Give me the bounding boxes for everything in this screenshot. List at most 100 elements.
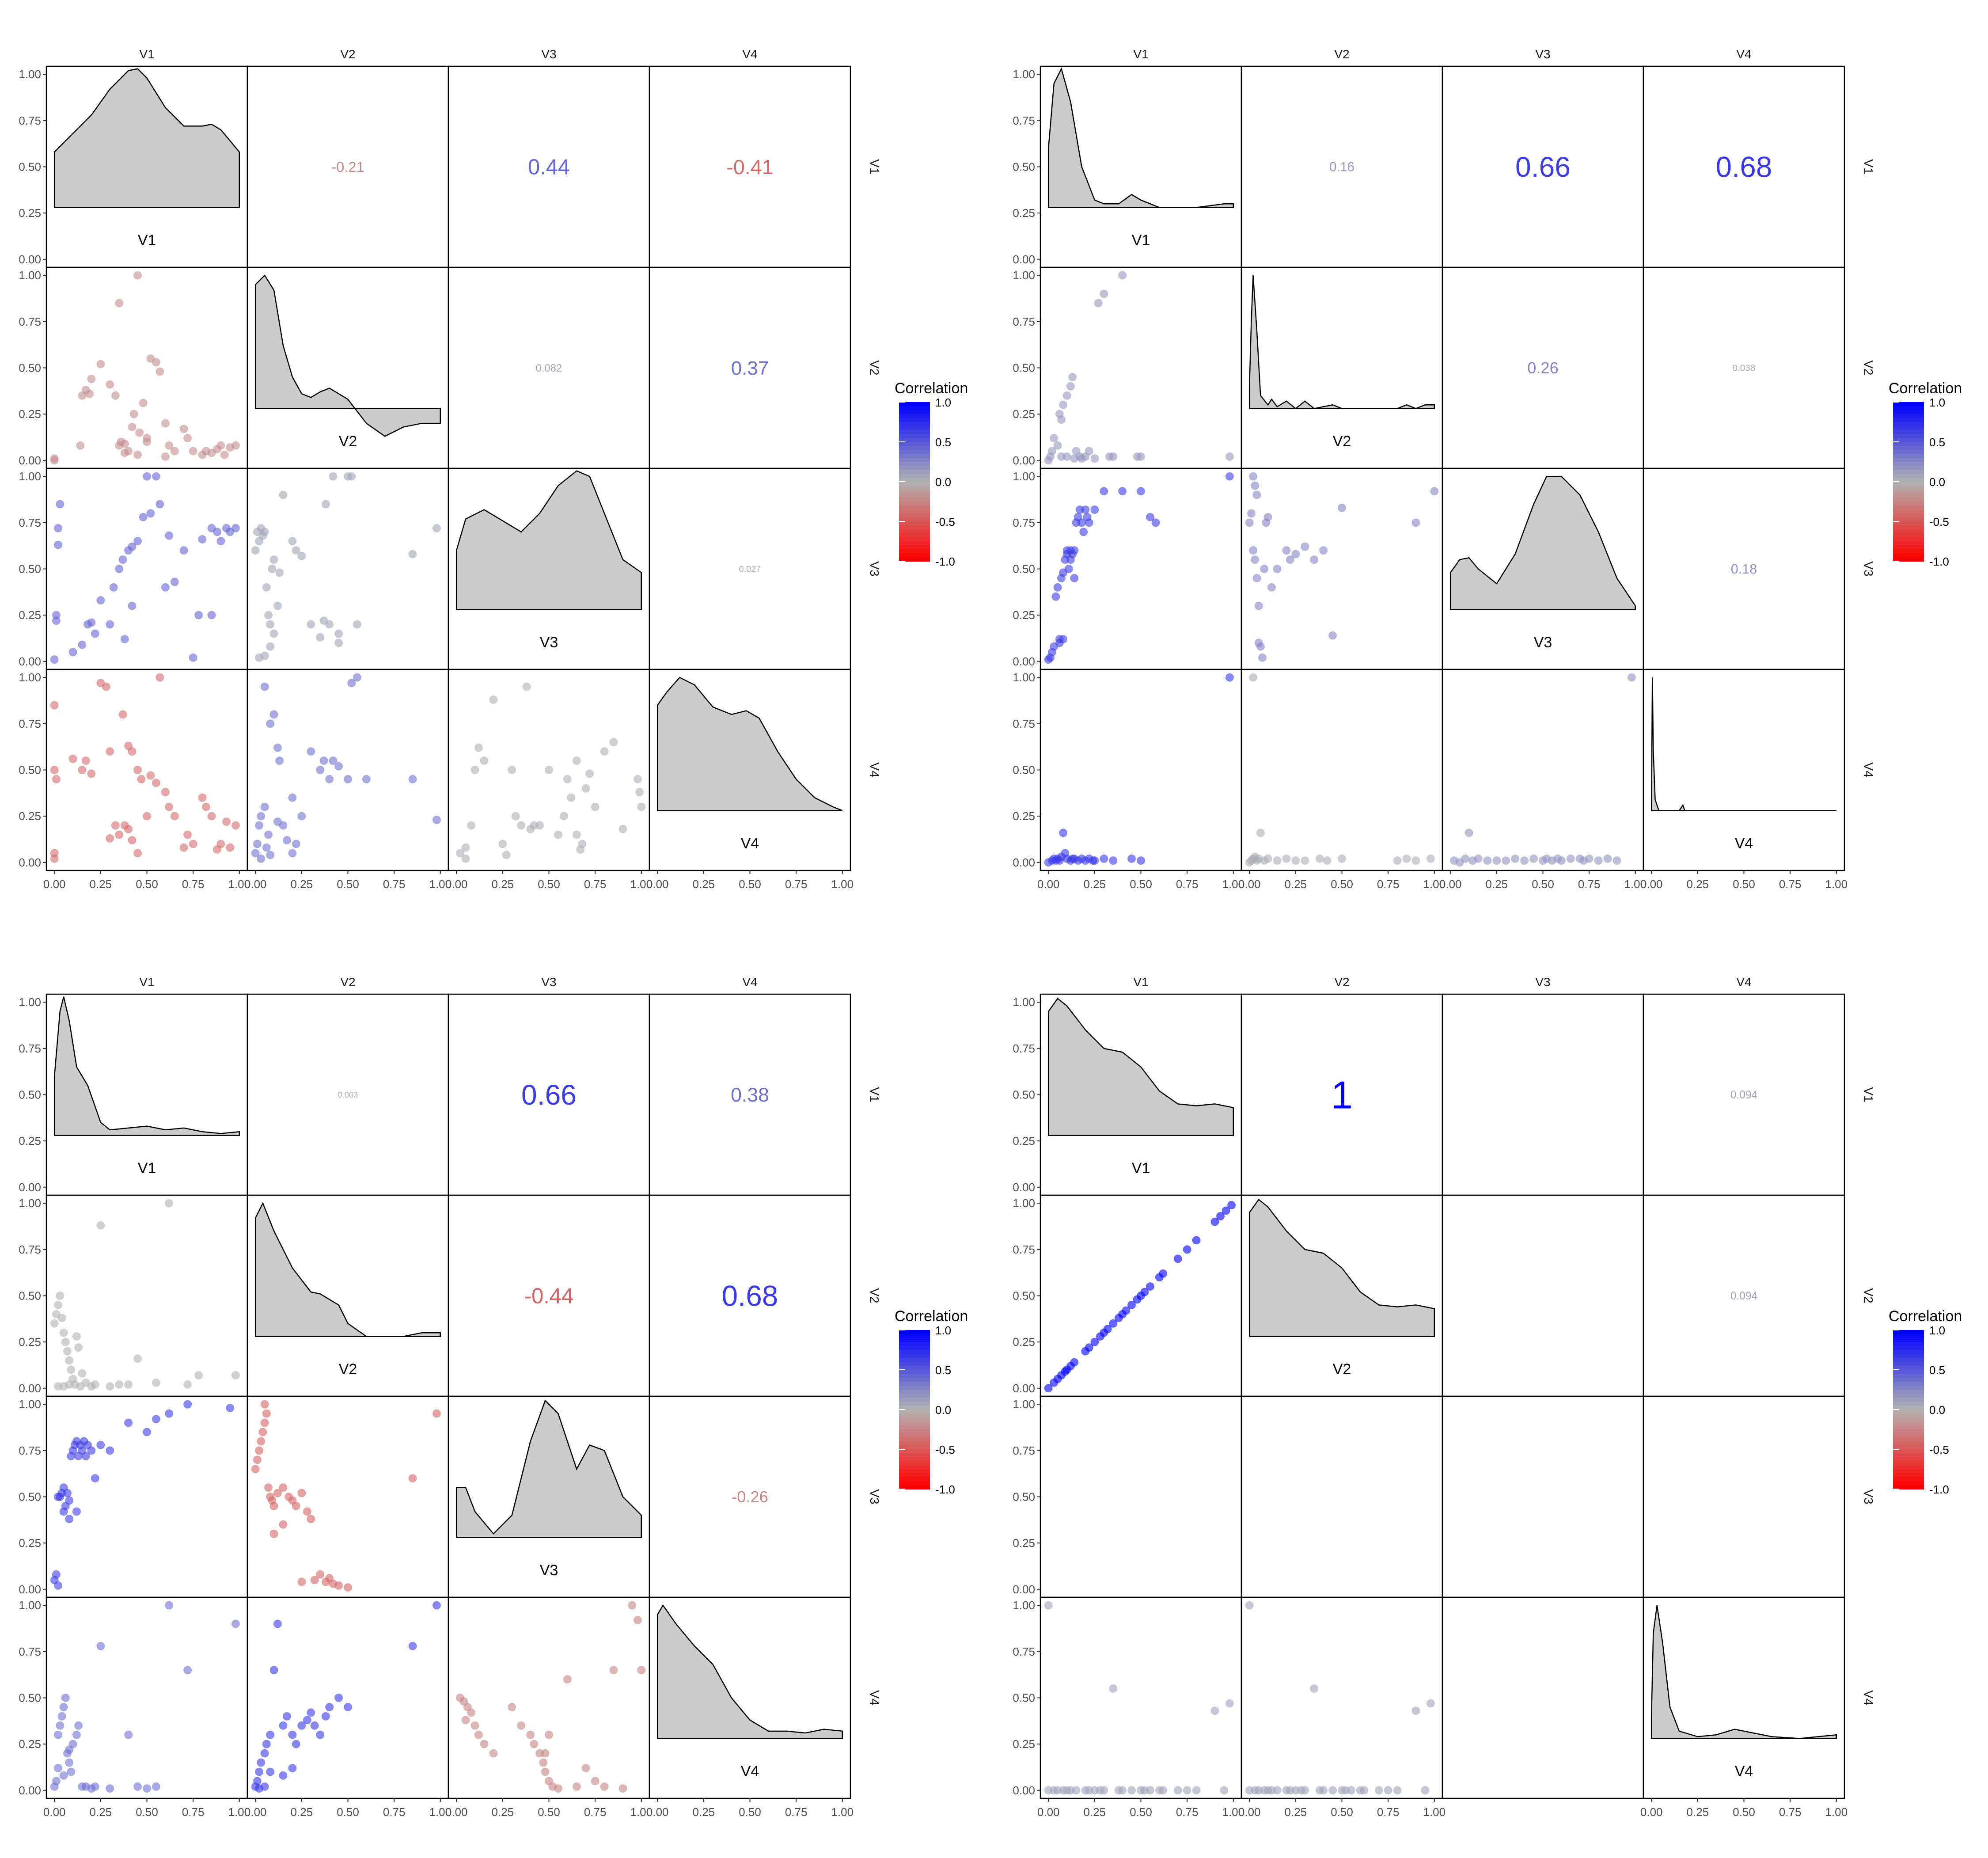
point-V4-V2-20: [334, 1694, 343, 1702]
panel-2-3: [1442, 266, 1644, 469]
point-V4-V2-26: [1421, 1786, 1430, 1795]
y-tick-label-3-2: 0.50: [19, 1691, 41, 1705]
point-V2-V1-22: [133, 1354, 142, 1363]
legend-swatch-1: [1893, 406, 1924, 410]
point-V3-V1-17: [128, 542, 137, 551]
y-tick-label-0-4: 1.00: [1013, 68, 1035, 81]
legend-title: Correlation: [1889, 1308, 1962, 1325]
legend-swatch-10: [899, 442, 930, 446]
point-V4-V1-37: [128, 836, 137, 845]
density-V2: [254, 274, 441, 437]
y-tick-label-0-2: 0.50: [19, 1088, 41, 1102]
panel-2-3: [1442, 1194, 1644, 1397]
density-label-V1: V1: [138, 1160, 156, 1177]
x-tick-label-0-2: 0.50: [1130, 1805, 1152, 1819]
point-V4-V3-23: [1450, 856, 1459, 865]
point-V4-V1-8: [65, 1758, 74, 1767]
point-V4-V3-20: [581, 1764, 590, 1773]
point-V3-V2-26: [408, 1474, 417, 1483]
y-tick-label-1-3: 0.75: [19, 315, 41, 328]
point-V4-V2-12: [282, 836, 291, 845]
column-header-V3: V3: [1535, 975, 1550, 989]
legend-swatch-11: [1893, 1374, 1924, 1378]
legend-swatch-19: [899, 478, 930, 482]
legend-swatch-10: [1893, 442, 1924, 446]
point-V3-V1-7: [78, 640, 87, 649]
y-tick-label-3-0: 0.00: [1013, 856, 1035, 869]
point-V3-V1-4: [54, 524, 63, 532]
legend-swatch-2: [1893, 1338, 1924, 1342]
panel-4-2: [247, 669, 449, 871]
point-V4-V1-20: [133, 1782, 142, 1791]
row-header-V2: V2: [868, 1288, 881, 1303]
point-V4-V1-24: [1192, 1786, 1201, 1795]
point-V2-V1-18: [1100, 289, 1108, 298]
point-V4-V2-25: [362, 775, 371, 783]
correlation-V1-V3: 0.66: [1515, 151, 1571, 183]
column-header-V3: V3: [541, 47, 556, 61]
point-V3-V2-20: [1338, 503, 1346, 512]
x-tick-label-3-1: 0.25: [693, 878, 715, 891]
point-V3-V1-2: [54, 1581, 63, 1590]
point-V4-V1-28: [65, 1745, 74, 1754]
row-header-V3: V3: [868, 561, 881, 576]
legend-swatch-3: [1893, 1342, 1924, 1346]
y-tick-label-3-3: 0.75: [19, 1645, 41, 1658]
x-tick-label-0-2: 0.50: [136, 1805, 158, 1819]
point-V4-V2-7: [269, 1666, 278, 1675]
point-V4-V2-10: [275, 756, 284, 765]
legend-swatch-23: [899, 494, 930, 498]
correlation-V1-V2: 0.003: [338, 1090, 358, 1099]
point-V4-V2-19: [1347, 1786, 1355, 1795]
legend-swatch-35: [1893, 1469, 1924, 1474]
point-V4-V1-10: [102, 682, 110, 691]
y-tick-label-2-3: 0.75: [1013, 1444, 1035, 1457]
column-header-V4: V4: [1736, 975, 1751, 989]
point-V4-V1-0: [50, 701, 59, 710]
y-tick-label-0-4: 1.00: [1013, 995, 1035, 1009]
x-tick-label-1-0: 0.00: [244, 1805, 267, 1819]
legend-swatch-31: [1893, 525, 1924, 530]
legend-swatch-34: [1893, 1465, 1924, 1470]
point-V2-V1-4: [1053, 441, 1062, 450]
point-V4-V3-6: [480, 1740, 489, 1748]
x-tick-label-3-0: 0.00: [646, 1805, 669, 1819]
point-V4-V2-11: [288, 1730, 297, 1739]
point-V3-V1-18: [133, 537, 142, 546]
point-V4-V3-11: [522, 682, 531, 691]
point-V4-V1-19: [1146, 1786, 1154, 1795]
x-tick-label-0-1: 0.25: [1084, 1805, 1106, 1819]
point-V3-V2-21: [1411, 518, 1420, 527]
legend-swatch-18: [899, 474, 930, 478]
y-tick-label-3-1: 0.25: [1013, 809, 1035, 823]
point-V4-V3-19: [1594, 856, 1603, 865]
legend-swatch-27: [1893, 509, 1924, 514]
legend-swatch-5: [1893, 422, 1924, 426]
point-V4-V3-22: [581, 784, 590, 793]
point-V3-V2-15: [292, 546, 300, 555]
point-V4-V2-5: [262, 1740, 271, 1748]
density-label-V4: V4: [1735, 835, 1753, 852]
legend-tick-label-3: -0.5: [1929, 1443, 1949, 1456]
point-V4-V1-21: [1159, 1786, 1168, 1795]
point-V4-V3-7: [489, 1749, 498, 1758]
point-V4-V1-17: [1109, 856, 1118, 865]
legend-swatch-12: [1893, 450, 1924, 454]
legend-swatch-17: [1893, 1398, 1924, 1402]
point-V3-V2-7: [264, 1483, 273, 1492]
y-tick-label-2-2: 0.50: [19, 562, 41, 576]
legend-swatch-35: [899, 541, 930, 546]
density-V3: [455, 1399, 642, 1538]
density-label-V1: V1: [1132, 1160, 1150, 1177]
point-V2-V1-0: [50, 1319, 59, 1328]
point-V2-V1-24: [1225, 452, 1234, 461]
y-tick-label-2-0: 0.00: [19, 1583, 41, 1596]
point-V4-V1-26: [1220, 1786, 1229, 1795]
point-V3-V2-24: [1251, 481, 1260, 490]
correlation-V2-V3: 0.082: [536, 363, 562, 374]
point-V3-V1-26: [1137, 487, 1145, 496]
point-V4-V2-16: [307, 747, 315, 756]
point-V4-V2-13: [1315, 854, 1324, 863]
point-V4-V2-6: [1256, 828, 1265, 837]
point-V4-V3-29: [541, 1749, 550, 1758]
